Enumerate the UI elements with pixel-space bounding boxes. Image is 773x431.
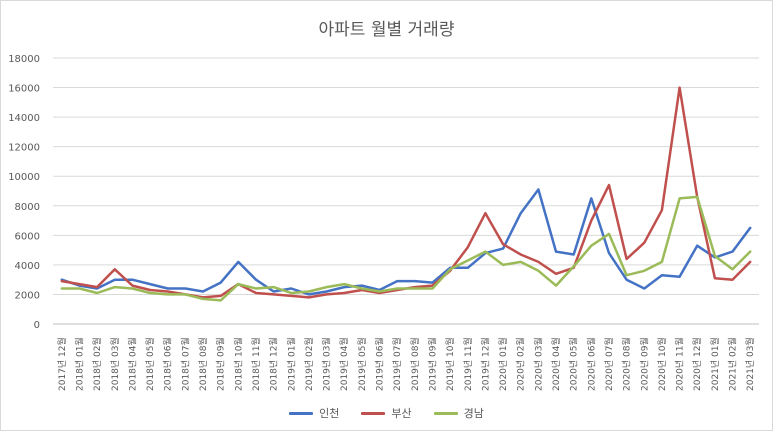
x-tick-label: 2021년 01월	[709, 337, 721, 391]
x-tick-label: 2019년 02월	[303, 337, 315, 391]
x-tick-label: 2021년 03월	[744, 337, 756, 391]
chart-title: 아파트 월별 거래량	[318, 20, 455, 40]
legend-swatch-incheon	[289, 411, 314, 415]
y-tick-label: 18000	[8, 54, 40, 65]
y-tick-label: 14000	[8, 113, 40, 124]
x-tick-label: 2018년 09월	[215, 337, 227, 391]
x-tick-label: 2020년 05월	[568, 337, 580, 391]
x-tick-label: 2019년 10월	[444, 337, 456, 391]
x-tick-label: 2019년 11월	[462, 337, 474, 391]
y-tick-label: 12000	[8, 143, 40, 154]
x-tick-label: 2019년 03월	[321, 337, 333, 391]
y-tick-label: 8000	[15, 202, 40, 213]
x-tick-label: 2018년 03월	[109, 337, 121, 391]
x-tick-label: 2021년 02월	[727, 337, 739, 391]
x-tick-label: 2020년 08월	[621, 337, 633, 391]
series-line-0	[60, 188, 752, 296]
x-tick-label: 2018년 07월	[179, 337, 191, 391]
x-tick-label: 2018년 08월	[197, 337, 209, 391]
x-tick-label: 2020년 02월	[515, 337, 527, 391]
x-tick-label: 2020년 10월	[656, 337, 668, 391]
y-tick-label: 0	[34, 320, 40, 331]
x-tick-label: 2018년 10월	[232, 337, 244, 391]
legend-item-gyeongnam: 경남	[433, 405, 484, 421]
series-lines	[60, 86, 752, 302]
y-axis-tick-labels: 0 2000 4000 6000 8000 10000 12000 14000 16000 180…	[8, 54, 40, 331]
x-tick-label: 2020년 09월	[638, 337, 650, 391]
y-tick-label: 2000	[15, 290, 40, 301]
x-tick-label: 2020년 03월	[532, 337, 544, 391]
x-tick-label: 2018년 01월	[73, 337, 85, 391]
x-tick-label: 2020년 11월	[674, 337, 686, 391]
y-tick-label: 10000	[8, 172, 40, 183]
gridlines	[53, 57, 759, 325]
legend: 인천 부산 경남	[1, 405, 772, 421]
legend-swatch-busan	[361, 411, 386, 415]
x-tick-label: 2019년 08월	[409, 337, 421, 391]
x-tick-label: 2019년 09월	[426, 337, 438, 391]
x-tick-label: 2018년 12월	[268, 337, 280, 391]
legend-label-gyeongnam: 경남	[463, 407, 484, 420]
x-tick-label: 2018년 11월	[250, 337, 262, 391]
series-line-2	[60, 195, 752, 302]
x-tick-label: 2019년 06월	[374, 337, 386, 391]
y-tick-label: 6000	[15, 231, 40, 242]
x-axis-tick-labels: 2017년 12월 2018년 01월 2018년 02월 2018년 03월 2018…	[56, 337, 756, 391]
x-tick-label: 2019년 04월	[338, 337, 350, 391]
legend-label-busan: 부산	[391, 407, 412, 420]
series-line-1	[60, 86, 752, 299]
x-tick-label: 2017년 12월	[56, 337, 68, 391]
x-tick-label: 2020년 12월	[691, 337, 703, 391]
x-tick-label: 2019년 07월	[391, 337, 403, 391]
x-tick-label: 2018년 02월	[91, 337, 103, 391]
legend-label-incheon: 인천	[319, 407, 340, 420]
x-tick-label: 2018년 04월	[126, 337, 138, 391]
x-tick-label: 2018년 06월	[162, 337, 174, 391]
x-tick-label: 2020년 07월	[603, 337, 615, 391]
legend-swatch-gyeongnam	[433, 411, 458, 415]
legend-item-incheon: 인천	[289, 405, 339, 421]
x-tick-label: 2020년 04월	[550, 337, 562, 391]
x-tick-label: 2019년 12월	[479, 337, 491, 391]
x-tick-label: 2018년 05월	[144, 337, 156, 391]
legend-item-busan: 부산	[361, 405, 412, 421]
y-tick-label: 4000	[15, 261, 40, 272]
x-tick-label: 2019년 01월	[285, 337, 297, 391]
x-tick-label: 2019년 05월	[356, 337, 368, 391]
x-tick-label: 2020년 01월	[497, 337, 509, 391]
y-tick-label: 16000	[8, 84, 40, 95]
x-tick-label: 2020년 06월	[585, 337, 597, 391]
